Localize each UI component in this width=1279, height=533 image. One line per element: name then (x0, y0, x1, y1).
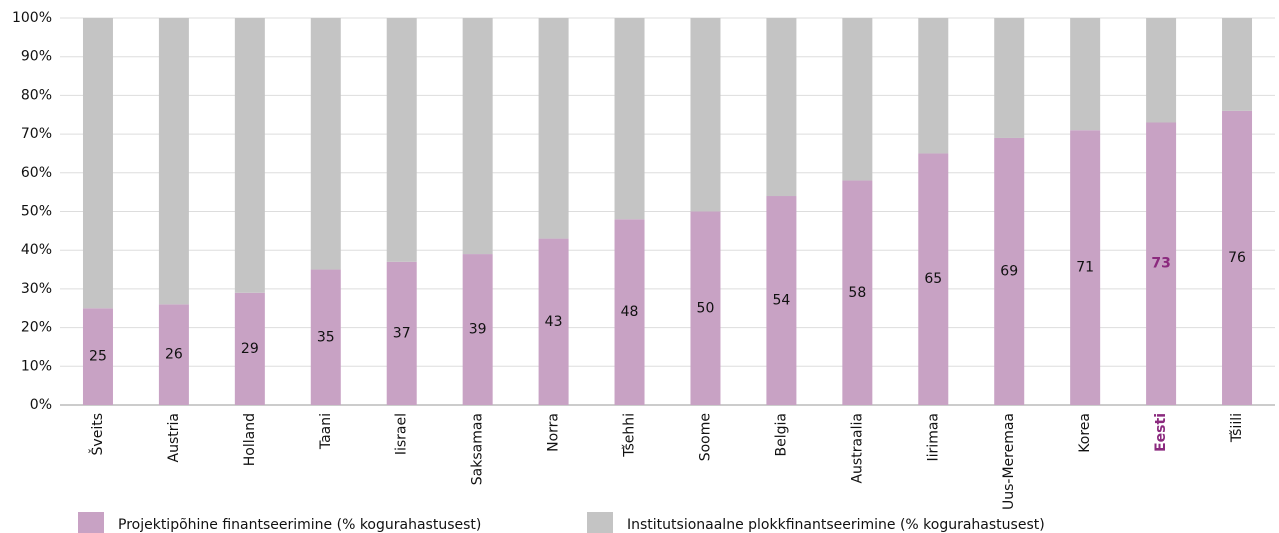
x-tick-label: Eesti (1153, 413, 1169, 452)
x-tick-label: Uus-Meremaa (1001, 413, 1017, 510)
legend-swatch (587, 512, 613, 533)
bar-segment (842, 180, 873, 405)
bar-segment (690, 18, 721, 212)
x-tick-label: Iirimaa (925, 413, 941, 461)
bar-segment (462, 254, 493, 405)
bar-segment (158, 18, 189, 305)
data-label: 39 (469, 322, 487, 338)
x-tick-label: Soome (697, 413, 713, 461)
y-tick-label: 80% (21, 87, 52, 103)
data-label: 43 (545, 314, 563, 330)
data-label: 48 (621, 304, 639, 320)
bar-segment (538, 18, 569, 239)
bar-segment (614, 219, 645, 405)
data-label: 25 (89, 349, 107, 365)
y-tick-label: 70% (21, 126, 52, 142)
x-tick-label: Belgia (773, 413, 789, 456)
x-tick-label: Tšiili (1229, 413, 1245, 443)
data-label: 65 (924, 271, 942, 287)
bar-segment (918, 18, 949, 154)
x-tick-label: Šveits (88, 413, 106, 455)
x-tick-label: Tšehhi (622, 413, 638, 458)
bar-segment (462, 18, 493, 255)
data-label: 76 (1228, 250, 1246, 266)
x-tick-label: Norra (546, 413, 562, 452)
bar-segment (614, 18, 645, 220)
bar-segment (690, 211, 721, 405)
y-tick-label: 20% (21, 320, 52, 336)
data-label: 37 (393, 325, 411, 341)
bar-segment (234, 18, 265, 293)
y-tick-label: 40% (21, 242, 52, 258)
bar-segment (766, 196, 797, 405)
data-label: 71 (1076, 260, 1094, 276)
y-tick-label: 50% (21, 204, 52, 220)
bar-segment (386, 18, 417, 262)
data-label: 50 (697, 300, 715, 316)
y-tick-label: 90% (21, 49, 52, 65)
legend-swatch (78, 512, 104, 533)
data-label: 54 (772, 293, 790, 309)
x-tick-label: Taani (318, 413, 334, 450)
x-tick-label: Iisrael (394, 413, 410, 455)
bar-segment (1070, 130, 1101, 406)
bar-segment (1070, 18, 1101, 131)
x-tick-label: Austria (166, 413, 182, 462)
bar-segment (386, 261, 417, 405)
x-tick-label: Saksamaa (470, 413, 486, 485)
y-tick-label: 60% (21, 165, 52, 181)
bar-segment (234, 292, 265, 405)
x-tick-label: Korea (1077, 413, 1093, 453)
bar-segment (310, 269, 341, 405)
y-tick-label: 10% (21, 358, 52, 374)
bar-segment (1146, 18, 1177, 123)
bar-segment (766, 18, 797, 197)
bar-segment (918, 153, 949, 405)
bar-segment (1146, 122, 1177, 406)
legend-label: Institutsionaalne plokkfinantseerimine (… (627, 517, 1045, 533)
bar-segment (82, 308, 113, 405)
bar-segment (1222, 110, 1253, 405)
bar-segment (1222, 18, 1253, 111)
bar-segment (994, 137, 1025, 405)
data-label: 69 (1000, 263, 1018, 279)
legend-label: Projektipõhine finantseerimine (% kogura… (118, 517, 481, 533)
data-label: 29 (241, 341, 259, 357)
bar-segment (538, 238, 569, 405)
data-label: 58 (848, 285, 866, 301)
x-tick-label: Austraalia (849, 413, 865, 484)
data-label: 73 (1151, 256, 1170, 272)
bar-segment (310, 18, 341, 270)
bar-segment (158, 304, 189, 405)
y-tick-label: 100% (12, 10, 52, 26)
x-tick-label: Holland (242, 413, 258, 466)
bar-segment (842, 18, 873, 181)
bar-segment (994, 18, 1025, 138)
y-tick-label: 0% (30, 397, 52, 413)
data-label: 35 (317, 329, 335, 345)
y-tick-label: 30% (21, 281, 52, 297)
bar-segment (82, 18, 113, 309)
data-label: 26 (165, 347, 183, 363)
